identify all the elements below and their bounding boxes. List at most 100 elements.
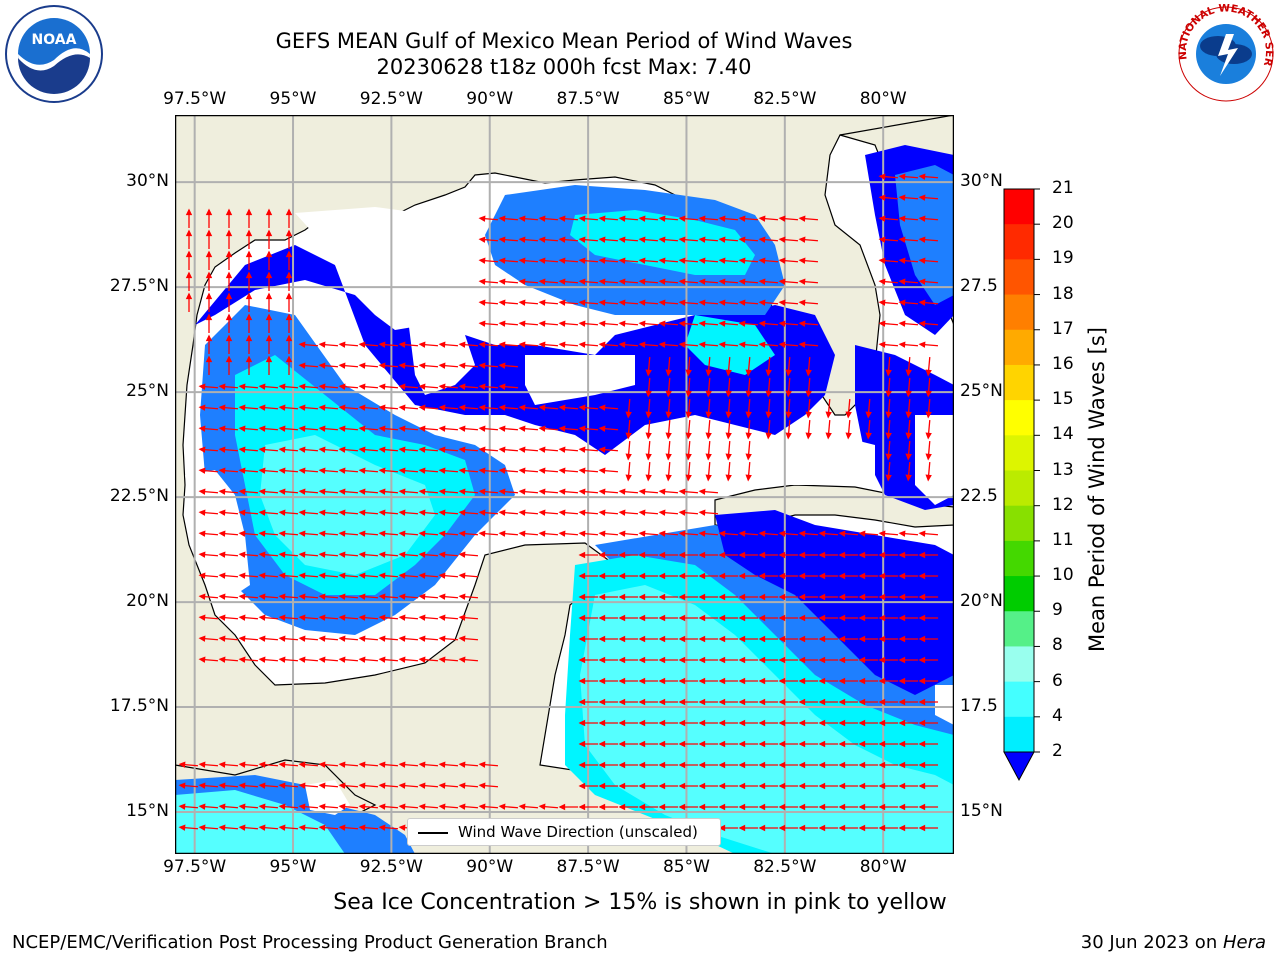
wind-arrow-head: [898, 761, 906, 769]
wind-arrow-head: [698, 551, 706, 559]
wind-arrow-head: [665, 411, 672, 419]
wind-arrow-head: [298, 488, 306, 495]
wind-arrow-head: [618, 740, 626, 748]
wind-arrow-head: [678, 341, 686, 348]
wind-arrow-head: [918, 320, 926, 327]
wind-arrow-head: [638, 530, 646, 537]
wind-arrow-head: [285, 229, 293, 237]
wind-arrow-head: [258, 425, 266, 432]
wind-arrow-head: [298, 635, 306, 642]
wind-arrow-head: [378, 572, 386, 579]
wind-arrow-head: [378, 425, 386, 432]
wind-arrow-head: [758, 341, 766, 348]
wind-arrow-head: [198, 383, 206, 390]
wind-arrow-head: [418, 551, 426, 558]
wind-arrow-head: [198, 425, 206, 432]
wind-arrow-head: [658, 236, 666, 243]
wind-arrow-head: [725, 453, 732, 461]
wind-arrow-head: [898, 740, 906, 748]
wind-arrow-head: [338, 467, 346, 474]
wind-arrow-head: [898, 320, 906, 327]
wind-arrow-head: [498, 509, 506, 516]
wind-arrow-head: [598, 740, 606, 748]
wind-arrow-head: [698, 509, 706, 516]
wind-arrow-head: [318, 404, 326, 411]
wind-arrow-head: [398, 593, 406, 600]
wind-arrow-head: [238, 614, 246, 621]
wind-arrow-head: [638, 488, 646, 495]
wind-arrow-head: [398, 635, 406, 642]
wind-arrow-head: [338, 656, 346, 663]
wind-arrow-head: [698, 635, 706, 643]
wind-arrow-head: [478, 761, 486, 768]
wind-arrow-head: [205, 229, 213, 237]
colorbar-segment: [1004, 505, 1034, 542]
wind-arrow-head: [398, 803, 406, 810]
wind-arrow-head: [418, 425, 426, 432]
wind-arrow-head: [238, 425, 246, 432]
wind-arrow-head: [918, 614, 926, 622]
wind-arrow-head: [478, 362, 486, 369]
map-legend: Wind Wave Direction (unscaled): [407, 818, 721, 846]
wind-arrow-head: [318, 635, 326, 642]
wind-arrow-head: [278, 509, 286, 516]
wind-arrow-head: [298, 425, 306, 432]
wind-arrow-head: [218, 404, 226, 411]
colorbar-segment: [1004, 400, 1034, 436]
wind-arrow-head: [918, 803, 926, 811]
wind-arrow-head: [218, 425, 226, 432]
wind-arrow-head: [798, 320, 806, 327]
wind-arrow-head: [918, 530, 926, 537]
wind-arrow-head: [878, 215, 886, 222]
wind-arrow-head: [918, 194, 926, 201]
lon-tick-label-bottom: 82.5°W: [753, 857, 817, 877]
colorbar-tick-label: 11: [1052, 529, 1074, 550]
wind-arrow-head: [598, 278, 606, 285]
wind-arrow-head: [258, 383, 266, 390]
wind-arrow-head: [685, 432, 692, 440]
nws-logo: NATIONAL WEATHER SERVICE: [1172, 0, 1276, 104]
wind-arrow-head: [725, 369, 732, 377]
wind-arrow-head: [698, 593, 706, 601]
wind-arrow-head: [838, 614, 846, 622]
wind-arrow-head: [458, 551, 466, 558]
wind-arrow-head: [885, 453, 892, 461]
wind-arrow-head: [578, 593, 586, 601]
wind-arrow-head: [858, 719, 866, 727]
wind-arrow-head: [818, 677, 826, 685]
wind-arrow-head: [658, 278, 666, 285]
wind-arrow-head: [218, 635, 226, 642]
wind-arrow-head: [918, 215, 926, 222]
wind-arrow-head: [878, 761, 886, 769]
wind-arrow-head: [285, 355, 293, 363]
wind-arrow-head: [778, 257, 786, 264]
wind-arrow-head: [638, 719, 646, 727]
wind-arrow-head: [778, 593, 786, 601]
wind-arrow-head: [618, 719, 626, 727]
wind-arrow-head: [918, 782, 926, 790]
wind-arrow-head: [478, 782, 486, 789]
wind-arrow-head: [578, 446, 586, 453]
lat-tick-label-right: 17.5: [960, 696, 998, 717]
wind-arrow-head: [218, 383, 226, 390]
wind-arrow-head: [838, 698, 846, 706]
wind-arrow-head: [885, 369, 892, 377]
wind-arrow-head: [538, 404, 546, 411]
wind-arrow-head: [418, 446, 426, 453]
wind-arrow-head: [725, 432, 732, 440]
wind-arrow-head: [478, 488, 486, 495]
wind-arrow-head: [918, 740, 926, 748]
wind-arrow-head: [478, 236, 486, 243]
wind-arrow-head: [878, 635, 886, 643]
wind-arrow-head: [698, 740, 706, 748]
wind-arrow-head: [478, 530, 486, 537]
wind-arrow-head: [578, 320, 586, 327]
wind-arrow-head: [518, 488, 526, 495]
wind-arrow-head: [645, 432, 652, 440]
wind-arrow-head: [805, 432, 812, 440]
wind-arrow-head: [638, 740, 646, 748]
wind-arrow-head: [718, 698, 726, 706]
wind-arrow-head: [685, 474, 692, 482]
wind-arrow-head: [698, 614, 706, 622]
wind-arrow-head: [438, 803, 446, 810]
